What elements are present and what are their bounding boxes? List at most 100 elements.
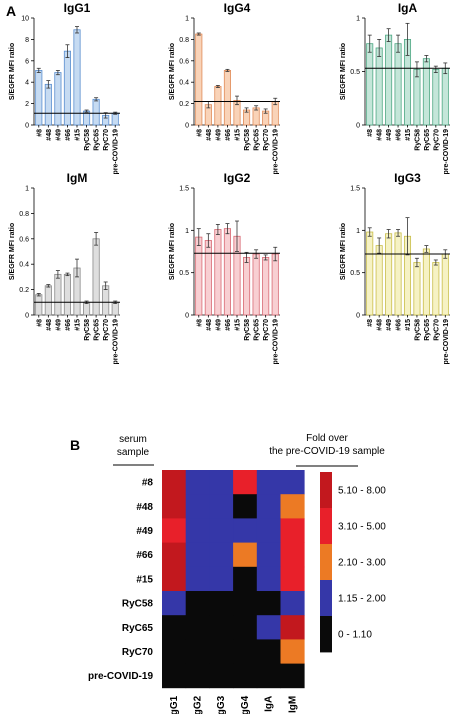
heatmap-cell	[280, 518, 305, 543]
row-label: #48	[136, 502, 153, 513]
x-tick-label: pre-COVID-19	[113, 319, 120, 365]
legend-swatch	[320, 544, 332, 581]
heatmap-cell	[256, 566, 281, 592]
bar	[83, 301, 91, 316]
heatmap-cell	[256, 615, 281, 640]
y-tick-label: 10	[21, 16, 29, 23]
bar	[111, 112, 119, 126]
x-tick-label: RyC70	[263, 319, 270, 341]
heatmap-cell	[280, 663, 305, 689]
row-label: RyC65	[122, 623, 154, 634]
heatmap-cell	[280, 591, 305, 616]
x-tick-label: RyC65	[424, 319, 431, 341]
x-tick-label: #8	[196, 129, 203, 137]
bar	[441, 67, 449, 126]
bar	[92, 98, 100, 126]
heatmap-cell	[233, 518, 258, 543]
legend-label: 1.15 - 2.00	[338, 594, 386, 605]
x-tick-label: RyC65	[424, 129, 431, 151]
x-tick-label: pre-COVID-19	[273, 319, 280, 365]
bar	[243, 257, 251, 316]
x-tick-label: #49	[215, 319, 222, 331]
bar	[252, 253, 260, 316]
row-label: RyC70	[122, 647, 154, 658]
heatmap-cell	[209, 663, 234, 689]
bar	[35, 294, 43, 316]
x-tick-label: RyC70	[433, 129, 440, 151]
y-tick-label: 0.4	[19, 262, 29, 269]
x-tick-label: RyC58	[244, 319, 251, 341]
x-tick-label: #66	[225, 319, 232, 331]
row-label: #66	[136, 550, 153, 561]
x-tick-label: pre-COVID-19	[273, 129, 280, 175]
x-tick-label: #15	[235, 319, 242, 331]
bar	[366, 231, 374, 316]
heatmap-cell	[209, 518, 234, 543]
y-tick-label: 2	[25, 101, 29, 108]
heatmap-cell	[233, 663, 258, 689]
bar	[394, 43, 402, 126]
chart-title: IgG1	[64, 1, 91, 15]
bar	[195, 236, 203, 316]
heatmap-cell	[256, 494, 281, 519]
bar	[432, 68, 440, 126]
heatmap-cell	[185, 663, 210, 689]
x-tick-label: #48	[377, 129, 384, 141]
bar	[394, 232, 402, 316]
y-tick-label: 6	[25, 58, 29, 65]
legend-label: 2.10 - 3.00	[338, 558, 386, 569]
x-tick-label: #49	[386, 319, 393, 331]
x-tick-label: RyC70	[103, 319, 110, 341]
x-tick-label: RyC70	[103, 129, 110, 151]
bar	[44, 285, 52, 316]
bar	[271, 253, 279, 316]
bar	[102, 285, 110, 316]
x-tick-label: #66	[396, 319, 403, 331]
x-tick-label: #66	[65, 129, 72, 141]
heatmap-cell	[185, 470, 210, 495]
heatmap-cell	[185, 566, 210, 592]
row-label: RyC58	[122, 599, 154, 610]
chart-title: IgG3	[394, 171, 421, 185]
column-label: IgG4	[240, 695, 251, 714]
x-tick-label: #48	[46, 129, 53, 141]
y-tick-label: 8	[25, 37, 29, 44]
y-axis-label: S/EGFR MFI ratio	[340, 43, 347, 100]
x-tick-label: #66	[396, 129, 403, 141]
x-tick-label: #49	[215, 129, 222, 141]
x-tick-label: RyC58	[84, 319, 91, 341]
heatmap-cell	[162, 566, 187, 592]
y-tick-label: 1	[185, 16, 189, 23]
legend-label: 5.10 - 8.00	[338, 486, 386, 497]
x-tick-label: #8	[36, 129, 43, 137]
column-label: IgG3	[216, 695, 227, 714]
heatmap-cell	[256, 663, 281, 689]
x-tick-label: #8	[367, 319, 374, 327]
heatmap-cell	[185, 494, 210, 519]
heatmap-cell	[256, 639, 281, 664]
x-tick-label: RyC58	[414, 319, 421, 341]
heatmap-cell	[280, 470, 305, 495]
heatmap-cell	[280, 566, 305, 592]
heatmap-cell	[233, 494, 258, 519]
x-tick-label: RyC65	[254, 129, 261, 151]
legend-swatch	[320, 472, 332, 509]
bar	[375, 245, 383, 316]
y-tick-label: 4	[25, 80, 29, 87]
bar	[63, 50, 71, 126]
y-tick-label: 0	[185, 123, 189, 130]
y-tick-label: 0	[356, 123, 360, 130]
bar	[413, 68, 421, 126]
y-tick-label: 0.6	[19, 236, 29, 243]
x-tick-label: #8	[367, 129, 374, 137]
y-tick-label: 1.5	[179, 186, 189, 193]
x-tick-label: RyC65	[254, 319, 261, 341]
x-tick-label: RyC65	[94, 129, 101, 151]
heatmap-cell	[162, 639, 187, 664]
y-axis-label: S/EGFR MFI ratio	[340, 223, 347, 280]
bar	[214, 229, 222, 316]
heatmap-cell	[209, 566, 234, 592]
x-tick-label: #48	[206, 319, 213, 331]
